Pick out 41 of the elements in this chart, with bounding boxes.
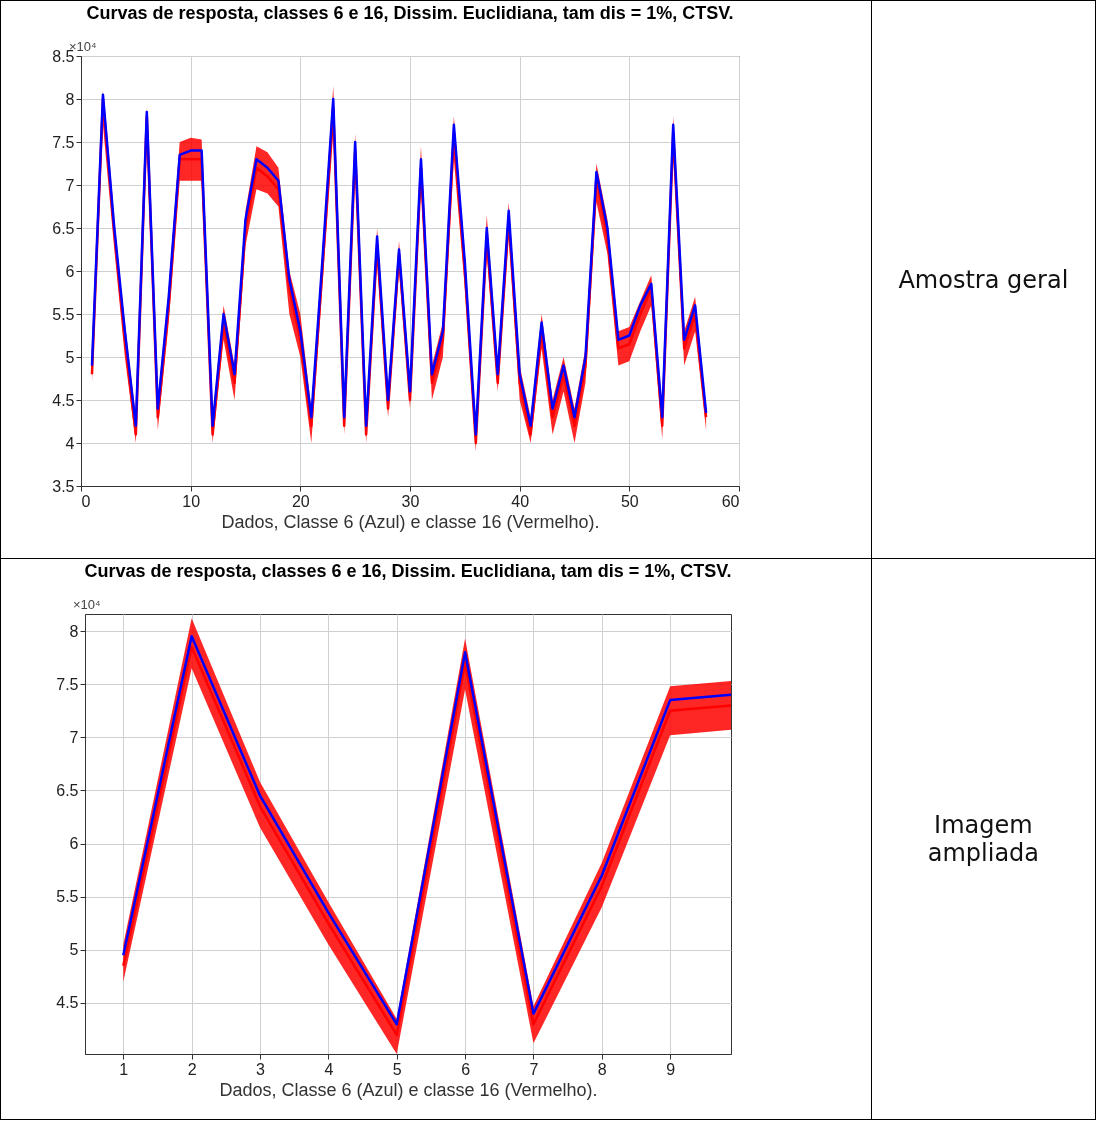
x-tick-label: 60 <box>721 492 740 510</box>
x-tick-label: 1 <box>119 1060 129 1078</box>
text: Imagem ampliada <box>871 558 1096 1120</box>
x-tick-label: 20 <box>291 492 310 510</box>
text: Amostra geral <box>871 0 1096 559</box>
y-tick-label: 7 <box>69 728 79 746</box>
x-tick-label: 4 <box>324 1060 334 1078</box>
x-tick-label: 40 <box>511 492 530 510</box>
y-tick-label: 7 <box>65 176 75 194</box>
y-tick-label: 8 <box>65 90 75 108</box>
y-tick-label: 6.5 <box>56 781 79 799</box>
y-tick-label: 6 <box>69 835 79 853</box>
x-tick-label: 6 <box>461 1060 471 1078</box>
y-tick-label: 3.5 <box>52 477 75 495</box>
x-tick-label: 2 <box>187 1060 197 1078</box>
x-tick-label: 8 <box>597 1060 607 1078</box>
y-tick-label: 5.5 <box>56 888 79 906</box>
x-tick-label: 7 <box>529 1060 539 1078</box>
x-tick-label: 30 <box>401 492 420 510</box>
x-tick-label: 50 <box>620 492 639 510</box>
y-tick-label: 6 <box>65 262 75 280</box>
x-tick-label: 9 <box>666 1060 676 1078</box>
y-tick-label: 5.5 <box>52 305 75 323</box>
x-tick-label: 0 <box>81 492 91 510</box>
x-axis-title: Dados, Classe 6 (Azul) e classe 16 (Vermelho). <box>219 1079 598 1100</box>
x-tick-label: 10 <box>182 492 201 510</box>
y-tick-label: 5 <box>65 348 75 366</box>
y-tick-label: 7.5 <box>52 133 75 151</box>
y-tick-label: 4 <box>65 434 75 452</box>
x-tick-label: 3 <box>256 1060 266 1078</box>
y-tick-label: 6.5 <box>52 219 75 237</box>
y-tick-label: 4.5 <box>56 994 79 1012</box>
y-tick-label: 5 <box>69 941 79 959</box>
chart-title: Curvas de resposta, classes 6 e 16, Dissim. Euclidiana, tam dis = 1%, CTSV. <box>86 3 734 23</box>
chart-title: Curvas de resposta, classes 6 e 16, Dissim. Euclidiana, tam dis = 1%, CTSV. <box>84 561 732 581</box>
x-tick-label: 5 <box>392 1060 402 1078</box>
text: ×10⁴ <box>73 597 101 612</box>
y-tick-label: 4.5 <box>52 391 75 409</box>
y-tick-label: 8 <box>69 622 79 640</box>
y-tick-label: 7.5 <box>56 675 79 693</box>
x-axis-title: Dados, Classe 6 (Azul) e classe 16 (Vermelho). <box>221 511 600 532</box>
